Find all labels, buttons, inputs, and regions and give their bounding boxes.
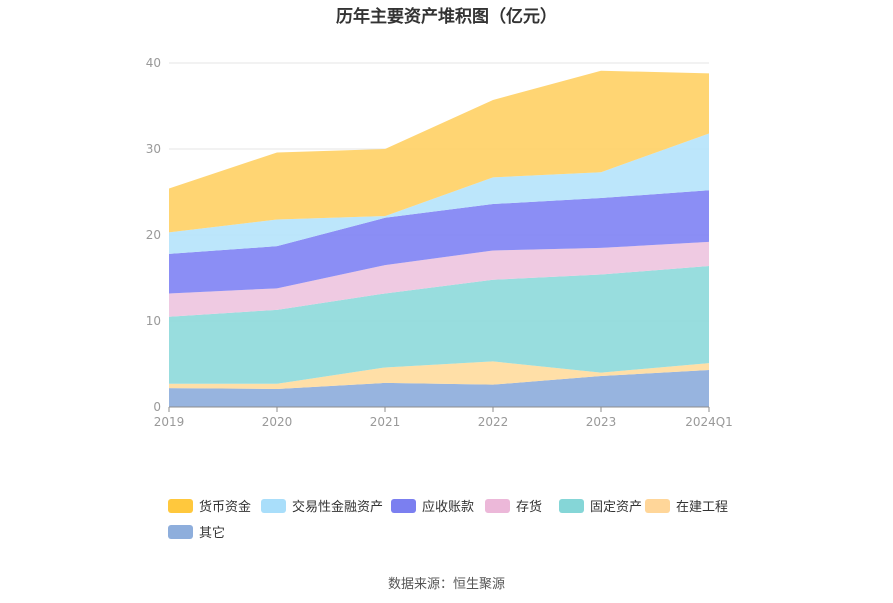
y-tick-label: 10: [146, 314, 161, 328]
legend-item[interactable]: 交易性金融资产: [261, 496, 383, 515]
area-series-0: [169, 370, 709, 407]
y-tick-label: 40: [146, 56, 161, 70]
legend-swatch: [391, 498, 416, 513]
area-series-1: [169, 361, 709, 389]
area-series-4: [169, 190, 709, 294]
legend-item[interactable]: 其它: [168, 522, 225, 541]
axes: 0 10 20 30 40 2019 2020 2021 2022 2023 2024Q1: [146, 56, 733, 429]
legend-item[interactable]: 固定资产: [559, 496, 642, 515]
legend-label: 应收账款: [422, 500, 475, 515]
x-tick-label: 2023: [586, 415, 617, 429]
area-series-3: [169, 241, 709, 317]
y-tick-label: 30: [146, 142, 161, 156]
area-series-5: [169, 133, 709, 254]
legend-item[interactable]: 应收账款: [391, 496, 474, 515]
legend-swatch: [261, 498, 286, 513]
y-tick-label: 20: [146, 228, 161, 242]
legend-item[interactable]: 货币资金: [168, 496, 251, 515]
area-series-6: [169, 70, 709, 233]
legend-swatch: [559, 498, 584, 513]
legend-item[interactable]: 在建工程: [645, 496, 728, 515]
legend-label: 在建工程: [676, 500, 729, 515]
area-series-2: [169, 265, 709, 384]
x-tick-label: 2022: [478, 415, 509, 429]
legend-swatch: [485, 498, 510, 513]
x-tick-label: 2024Q1: [685, 415, 733, 429]
legend-swatch: [168, 524, 193, 539]
legend-label: 固定资产: [590, 500, 643, 515]
x-tick-label: 2021: [370, 415, 401, 429]
area-series: [169, 70, 709, 407]
legend-label: 存货: [516, 500, 543, 515]
data-source: 数据来源：恒生聚源: [387, 577, 505, 592]
y-tick-label: 0: [153, 400, 161, 414]
legend-label: 货币资金: [199, 500, 252, 515]
legend-label: 其它: [199, 526, 226, 541]
legend-swatch: [645, 498, 670, 513]
legend-swatch: [168, 498, 193, 513]
x-tick-label: 2019: [154, 415, 185, 429]
chart-title: 历年主要资产堆积图（亿元）: [336, 7, 557, 27]
x-tick-label: 2020: [262, 415, 293, 429]
legend-label: 交易性金融资产: [292, 500, 384, 515]
legend-item[interactable]: 存货: [485, 496, 542, 515]
